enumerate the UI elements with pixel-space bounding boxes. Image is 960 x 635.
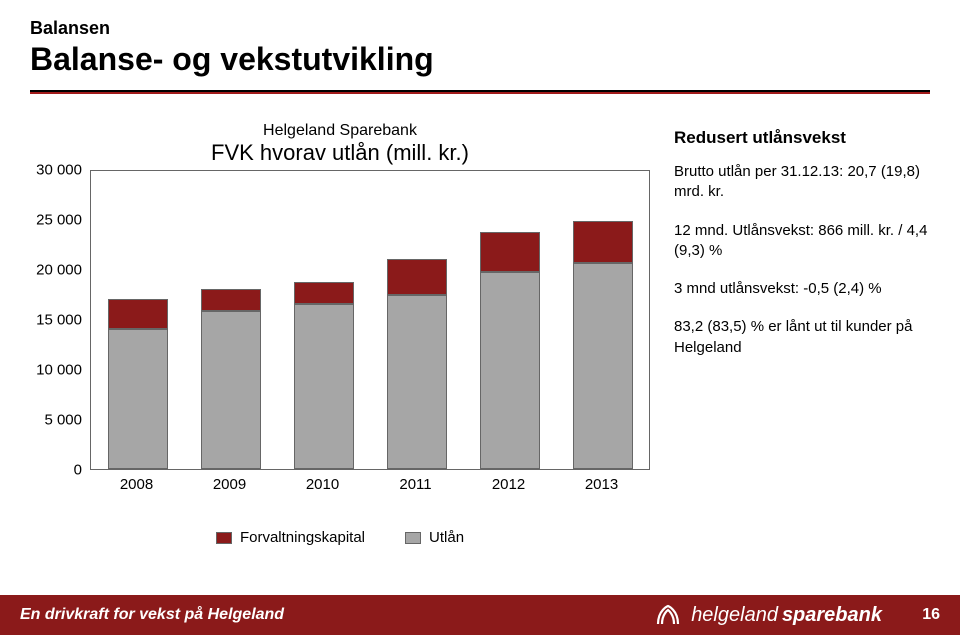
bar-upper <box>294 282 354 304</box>
chart-title: FVK hvorav utlån (mill. kr.) <box>30 140 650 166</box>
bar-upper <box>387 259 447 295</box>
logo-text-light: helgeland <box>691 604 778 627</box>
side-para-3: 83,2 (83,5) % er lånt ut til kunder på H… <box>674 317 930 358</box>
footer-tagline: En drivkraft for vekst på Helgeland <box>20 606 655 624</box>
bar-lower <box>294 304 354 469</box>
footer: En drivkraft for vekst på Helgeland helg… <box>0 595 960 635</box>
x-tick-label: 2010 <box>276 476 369 493</box>
y-axis-labels: 05 00010 00015 00020 00025 00030 000 <box>30 170 88 470</box>
x-tick-label: 2012 <box>462 476 555 493</box>
y-tick-label: 0 <box>74 462 82 479</box>
plot-area <box>91 171 649 469</box>
y-tick-label: 30 000 <box>36 162 82 179</box>
bar-lower <box>201 311 261 469</box>
logo-text-bold: sparebank <box>782 604 882 627</box>
bar-lower <box>108 329 168 469</box>
chart-supertitle: Helgeland Sparebank <box>30 122 650 140</box>
page-number: 16 <box>900 606 940 624</box>
legend-item: Utlån <box>405 529 464 546</box>
bar-upper <box>108 299 168 329</box>
x-tick-label: 2013 <box>555 476 648 493</box>
legend-label: Forvaltningskapital <box>240 529 365 546</box>
bar-lower <box>573 263 633 469</box>
bar-lower <box>387 295 447 469</box>
y-tick-label: 20 000 <box>36 262 82 279</box>
logo-mark-icon <box>655 604 681 626</box>
side-para-0: Brutto utlån per 31.12.13: 20,7 (19,8) m… <box>674 162 930 203</box>
chart-column: Helgeland Sparebank FVK hvorav utlån (mi… <box>30 122 650 546</box>
footer-logo: helgelandsparebank <box>655 604 882 627</box>
side-text: Redusert utlånsvekst Brutto utlån per 31… <box>674 122 930 546</box>
page-title: Balanse- og vekstutvikling <box>30 41 930 78</box>
breadcrumb: Balansen <box>30 18 930 39</box>
bar-lower <box>480 272 540 469</box>
content: Helgeland Sparebank FVK hvorav utlån (mi… <box>0 94 960 546</box>
x-tick-label: 2009 <box>183 476 276 493</box>
y-tick-label: 5 000 <box>44 412 82 429</box>
legend-swatch <box>405 532 421 544</box>
side-para-1: 12 mnd. Utlånsvekst: 866 mill. kr. / 4,4… <box>674 221 930 262</box>
plot-frame <box>90 170 650 470</box>
side-para-2: 3 mnd utlånsvekst: -0,5 (2,4) % <box>674 279 930 299</box>
y-tick-label: 25 000 <box>36 212 82 229</box>
y-tick-label: 10 000 <box>36 362 82 379</box>
x-tick-label: 2011 <box>369 476 462 493</box>
bar-upper <box>480 232 540 272</box>
legend: Forvaltningskapital Utlån <box>30 529 650 546</box>
header: Balansen Balanse- og vekstutvikling <box>0 0 960 84</box>
x-tick-label: 2008 <box>90 476 183 493</box>
side-heading: Redusert utlånsvekst <box>674 128 930 148</box>
x-axis-labels: 200820092010201120122013 <box>90 470 650 493</box>
legend-label: Utlån <box>429 529 464 546</box>
slide: Balansen Balanse- og vekstutvikling Helg… <box>0 0 960 635</box>
legend-swatch <box>216 532 232 544</box>
bar-upper <box>201 289 261 311</box>
chart: 05 00010 00015 00020 00025 00030 000 200… <box>30 170 650 493</box>
y-tick-label: 15 000 <box>36 312 82 329</box>
legend-item: Forvaltningskapital <box>216 529 365 546</box>
bar-upper <box>573 221 633 263</box>
